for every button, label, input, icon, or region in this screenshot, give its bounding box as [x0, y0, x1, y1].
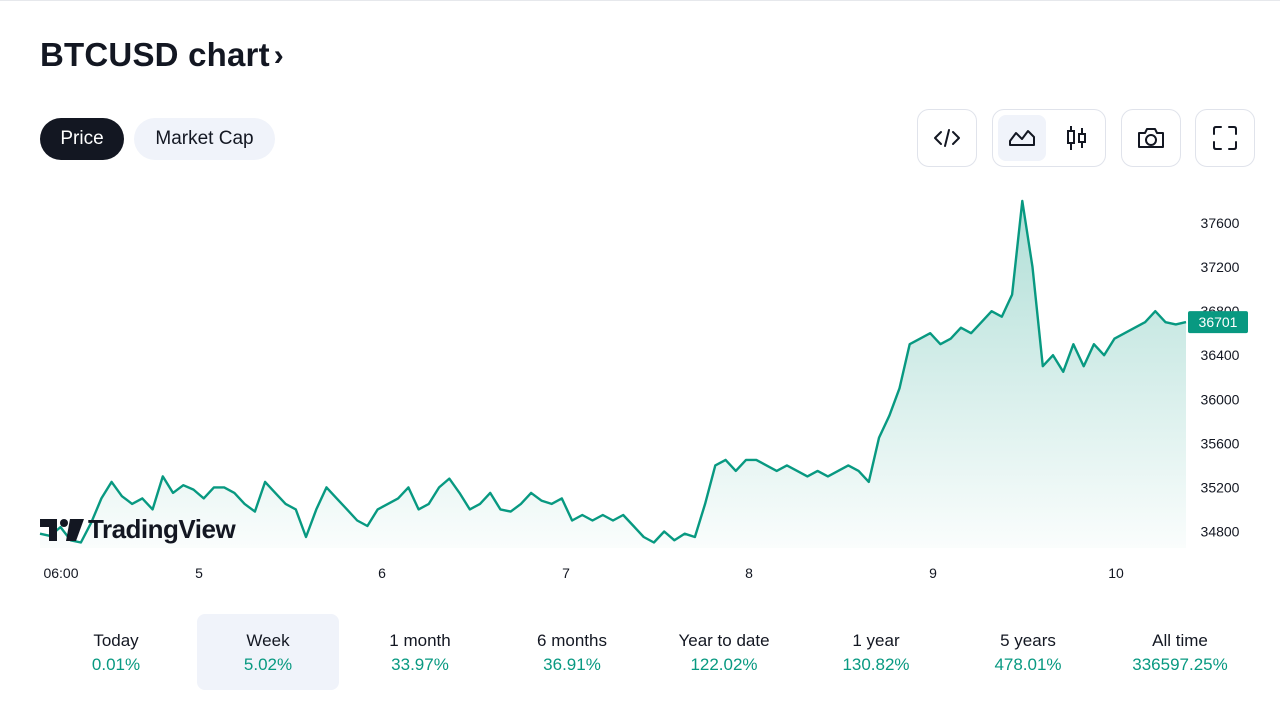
period-change: 336597.25%: [1132, 655, 1228, 674]
period-item[interactable]: All time 336597.25%: [1109, 614, 1251, 690]
last-price-label: 36701: [1199, 314, 1238, 330]
y-tick-label: 34800: [1201, 523, 1240, 539]
last-price-badge: [1188, 311, 1248, 334]
tab-market-cap-label: Market Cap: [155, 128, 254, 149]
fullscreen-icon: [1196, 110, 1254, 166]
period-label: 1 month: [389, 631, 451, 650]
x-tick-label: 5: [195, 565, 203, 581]
tradingview-watermark: TradingView: [40, 514, 236, 545]
period-label: 6 months: [537, 631, 607, 650]
area-chart-button[interactable]: [998, 115, 1046, 161]
period-label: Year to date: [678, 631, 770, 650]
period-label: All time: [1152, 631, 1208, 650]
period-item[interactable]: Today 0.01%: [45, 614, 187, 690]
period-label: Today: [93, 631, 139, 650]
price-area-fill: [40, 201, 1186, 548]
period-selector: Today 0.01% Week 5.02% 1 month 33.97% 6 months…: [40, 614, 1256, 690]
period-item[interactable]: 1 year 130.82%: [805, 614, 947, 690]
price-line: [39, 199, 1187, 544]
chart-type-group: [992, 109, 1106, 167]
chevron-right-icon: ›: [273, 39, 284, 72]
price-chart[interactable]: 3760037200368003640036000356003520034800…: [0, 0, 1280, 600]
camera-icon: [1122, 110, 1180, 166]
period-item[interactable]: Week 5.02%: [197, 614, 339, 690]
y-tick-label: 35600: [1201, 435, 1240, 451]
tab-market-cap[interactable]: Market Cap: [134, 118, 275, 160]
candlestick-button[interactable]: [1053, 115, 1101, 161]
snapshot-button[interactable]: [1121, 109, 1181, 167]
period-label: Week: [246, 631, 290, 650]
page-title[interactable]: BTCUSD chart ›: [40, 36, 284, 74]
period-change: 5.02%: [243, 655, 293, 674]
y-tick-label: 35200: [1201, 479, 1240, 495]
candlestick-icon: [1067, 126, 1086, 150]
period-change: 0.01%: [91, 655, 141, 674]
tab-price-label: Price: [60, 128, 104, 149]
x-tick-label: 7: [562, 565, 570, 581]
fullscreen-button[interactable]: [1195, 109, 1255, 167]
period-change: 130.82%: [842, 655, 910, 674]
top-divider: [0, 0, 1280, 1]
y-tick-label: 36400: [1201, 347, 1240, 363]
period-label: 5 years: [1000, 631, 1056, 650]
x-tick-label: 06:00: [43, 565, 78, 581]
embed-button[interactable]: [917, 109, 977, 167]
period-item[interactable]: 5 years 478.01%: [957, 614, 1099, 690]
period-change: 33.97%: [391, 655, 449, 674]
code-icon: [918, 110, 976, 166]
period-item[interactable]: 6 months 36.91%: [501, 614, 643, 690]
tradingview-wordmark: TradingView: [88, 514, 236, 544]
period-label: 1 year: [852, 631, 900, 650]
period-change: 36.91%: [543, 655, 601, 674]
y-tick-label: 36000: [1201, 391, 1240, 407]
period-item[interactable]: Year to date 122.02%: [653, 614, 795, 690]
x-tick-label: 8: [745, 565, 753, 581]
period-change: 478.01%: [994, 655, 1062, 674]
area-chart-icon: [1009, 130, 1035, 146]
period-item[interactable]: 1 month 33.97%: [349, 614, 491, 690]
x-tick-label: 6: [378, 565, 386, 581]
tradingview-logo-icon: [40, 518, 84, 541]
x-tick-label: 10: [1108, 565, 1124, 581]
y-tick-label: 37600: [1201, 215, 1240, 231]
tab-price[interactable]: Price: [40, 118, 124, 160]
period-change: 122.02%: [690, 655, 758, 674]
title-text: BTCUSD chart: [40, 36, 270, 73]
y-tick-label: 37200: [1201, 259, 1240, 275]
x-tick-label: 9: [929, 565, 937, 581]
